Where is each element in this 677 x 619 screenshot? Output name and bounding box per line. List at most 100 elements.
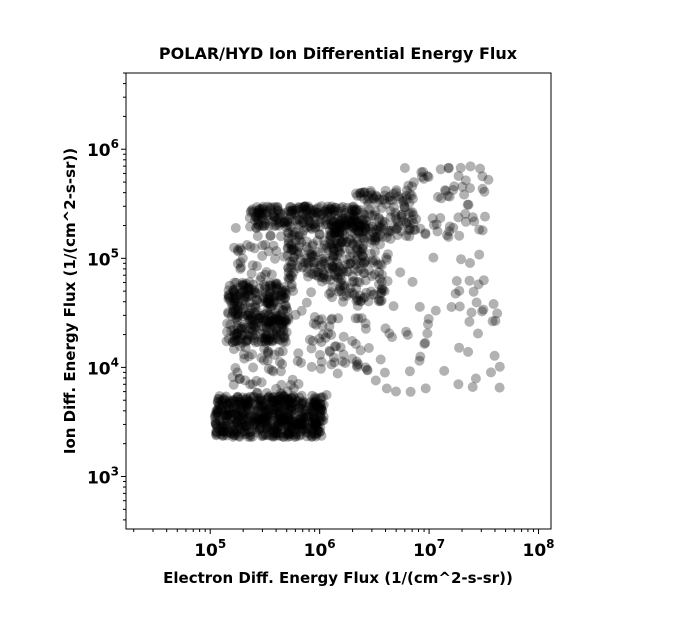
data-point xyxy=(299,409,310,419)
data-point xyxy=(460,175,471,186)
data-point xyxy=(356,249,367,260)
data-point xyxy=(282,411,293,422)
data-point xyxy=(254,210,265,221)
data-point xyxy=(297,398,308,409)
data-point xyxy=(328,246,339,257)
data-point xyxy=(274,409,284,420)
data-point xyxy=(232,335,243,346)
data-point xyxy=(341,219,352,230)
data-point xyxy=(415,223,426,234)
data-point xyxy=(264,309,275,320)
data-point xyxy=(284,202,295,212)
data-point xyxy=(272,334,283,345)
data-point xyxy=(304,216,315,227)
data-point xyxy=(248,207,259,218)
data-point xyxy=(244,297,255,308)
data-point xyxy=(243,283,254,294)
data-point xyxy=(247,379,258,390)
data-point xyxy=(231,295,242,306)
data-point xyxy=(268,291,279,302)
data-point xyxy=(225,319,236,330)
data-point xyxy=(276,415,287,426)
data-point xyxy=(274,392,285,403)
data-point xyxy=(274,428,285,439)
data-point xyxy=(224,292,235,303)
data-point xyxy=(340,219,351,230)
data-point xyxy=(257,402,268,413)
data-point xyxy=(309,205,320,215)
data-point xyxy=(258,405,269,416)
data-point xyxy=(269,328,280,339)
data-point xyxy=(334,246,345,257)
data-point xyxy=(296,415,307,425)
data-point xyxy=(323,262,334,273)
data-point xyxy=(324,345,335,356)
data-point xyxy=(261,308,272,319)
data-point xyxy=(225,397,236,408)
data-point xyxy=(390,207,401,218)
data-point xyxy=(350,259,361,270)
data-point xyxy=(288,267,299,278)
data-point xyxy=(351,254,362,265)
data-point xyxy=(443,162,454,173)
data-point xyxy=(278,293,289,304)
data-point xyxy=(292,261,303,272)
data-point xyxy=(256,271,267,282)
data-point xyxy=(238,295,249,306)
data-point xyxy=(228,324,239,335)
data-point xyxy=(241,329,252,339)
data-point xyxy=(440,185,451,196)
data-point xyxy=(275,424,286,435)
data-point xyxy=(292,396,303,407)
data-point xyxy=(324,229,335,240)
data-point xyxy=(269,400,280,411)
data-point xyxy=(270,280,281,291)
x-tick-label: 106 xyxy=(304,537,336,561)
data-point xyxy=(337,227,348,238)
data-point xyxy=(362,195,373,206)
data-point xyxy=(236,287,247,298)
data-point xyxy=(334,227,345,238)
data-point xyxy=(309,263,320,274)
data-point xyxy=(301,424,312,435)
data-point xyxy=(310,398,321,409)
data-point xyxy=(237,399,248,410)
data-point xyxy=(280,336,291,347)
data-point xyxy=(213,399,224,410)
data-point xyxy=(279,414,289,424)
data-point xyxy=(328,251,339,262)
data-point xyxy=(330,225,341,235)
data-point xyxy=(328,216,339,227)
data-point xyxy=(296,417,307,428)
data-point xyxy=(279,397,289,408)
data-point xyxy=(266,204,276,215)
data-point xyxy=(319,206,330,217)
data-point xyxy=(283,314,294,325)
data-point xyxy=(271,395,282,406)
data-point xyxy=(267,395,278,406)
data-point xyxy=(231,410,242,421)
data-point xyxy=(216,395,227,406)
data-point xyxy=(278,324,289,335)
data-point xyxy=(230,293,241,304)
data-point xyxy=(306,411,316,421)
data-point xyxy=(359,187,370,198)
data-point xyxy=(478,275,489,286)
data-point xyxy=(313,426,323,436)
data-point xyxy=(262,412,272,423)
data-point xyxy=(292,249,303,260)
data-point xyxy=(254,412,265,423)
data-point xyxy=(422,171,433,181)
data-point xyxy=(241,278,252,289)
data-point xyxy=(370,235,381,245)
data-point xyxy=(345,226,356,237)
data-point xyxy=(357,243,368,254)
data-point xyxy=(367,227,378,238)
data-point xyxy=(265,332,276,343)
data-point xyxy=(375,273,385,284)
data-point xyxy=(268,427,279,437)
data-point xyxy=(285,397,296,407)
data-point xyxy=(262,297,273,308)
data-point xyxy=(288,286,299,296)
data-point xyxy=(273,220,284,231)
